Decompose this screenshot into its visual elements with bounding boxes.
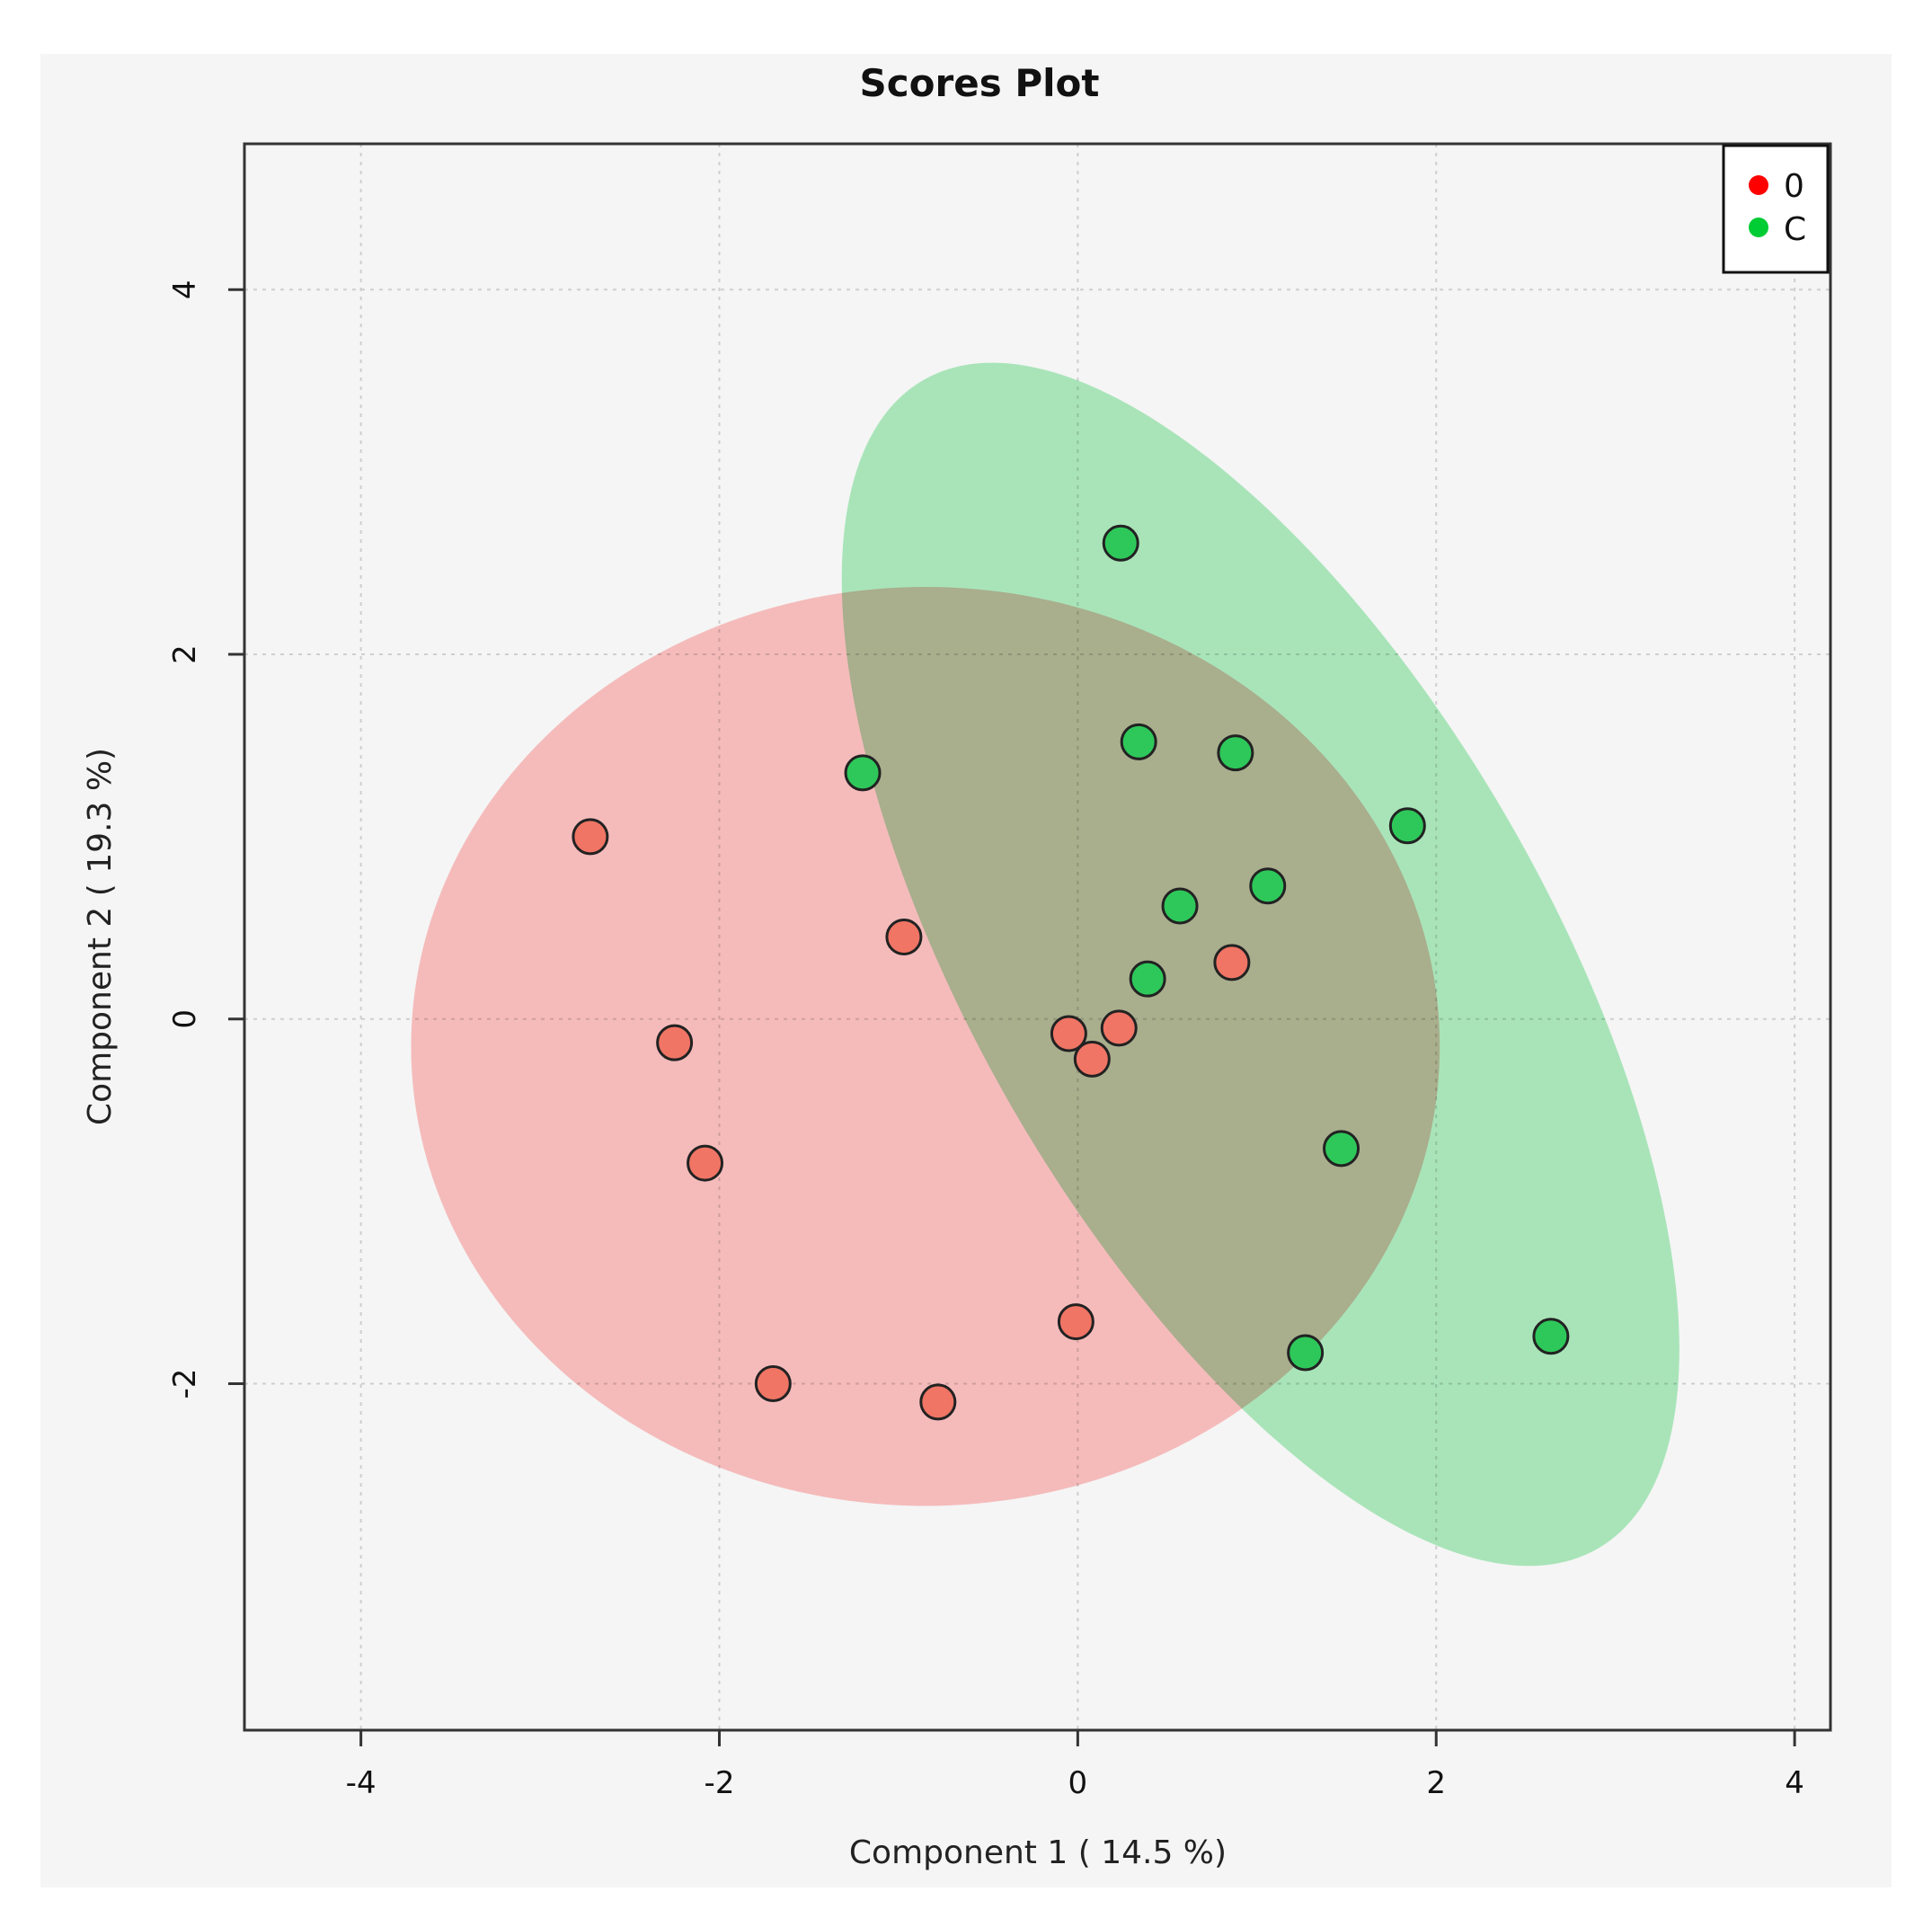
y-tick-label: 4 (167, 280, 203, 299)
point-series-c (1532, 1318, 1570, 1355)
legend-box (1722, 144, 1830, 274)
legend: 0 C (1722, 144, 1830, 274)
x-tick-label: -4 (346, 1765, 377, 1801)
confidence-ellipse-c (841, 362, 1679, 1567)
point-series-c (1102, 524, 1139, 562)
point-series-0 (1050, 1015, 1087, 1052)
y-axis-label: Component 2 ( 19.3 %) (82, 748, 119, 1125)
chart-title: Scores Plot (860, 61, 1100, 105)
scores-plot: Scores Plot -4 -2 0 2 4 -2 0 2 4 Component 1 ( … (82, 61, 1832, 1871)
legend-label-c: C (1784, 211, 1806, 248)
y-axis-ticks: -2 0 2 4 (167, 280, 244, 1399)
confidence-ellipses (411, 362, 1679, 1567)
point-series-c (1249, 867, 1287, 905)
point-series-c (1217, 734, 1254, 772)
y-tick-label: 2 (167, 644, 203, 664)
point-series-0 (1100, 1009, 1138, 1047)
legend-label-0: 0 (1784, 168, 1804, 205)
legend-marker-c (1749, 218, 1768, 237)
point-series-c (1323, 1130, 1360, 1168)
x-tick-label: 2 (1426, 1765, 1446, 1801)
plot-border (243, 142, 1832, 1732)
point-series-0 (919, 1383, 957, 1421)
point-series-0 (1213, 944, 1251, 981)
point-series-0 (656, 1024, 694, 1061)
point-series-c (1287, 1334, 1325, 1372)
point-series-0 (1073, 1040, 1111, 1078)
x-axis-label: Component 1 ( 14.5 %) (849, 1834, 1227, 1871)
y-tick-label: -2 (167, 1369, 203, 1399)
x-tick-label: 0 (1068, 1765, 1088, 1801)
point-series-c (1129, 960, 1166, 998)
point-series-0 (572, 818, 609, 856)
chart-frame: Scores Plot -4 -2 0 2 4 -2 0 2 4 Component 1 ( … (40, 54, 1892, 1887)
point-series-0 (1057, 1303, 1095, 1341)
y-tick-label: 0 (167, 1009, 203, 1029)
point-series-c (844, 754, 882, 792)
point-series-c (1388, 807, 1426, 845)
point-series-c (1161, 887, 1199, 925)
data-points (572, 524, 1570, 1421)
legend-marker-0 (1749, 175, 1768, 195)
point-series-0 (754, 1365, 792, 1403)
point-series-c (1120, 723, 1157, 760)
x-tick-label: -2 (705, 1765, 735, 1801)
point-series-0 (687, 1144, 724, 1182)
x-tick-label: 4 (1785, 1765, 1804, 1801)
x-axis-ticks: -4 -2 0 2 4 (346, 1730, 1804, 1801)
point-series-0 (885, 919, 923, 955)
